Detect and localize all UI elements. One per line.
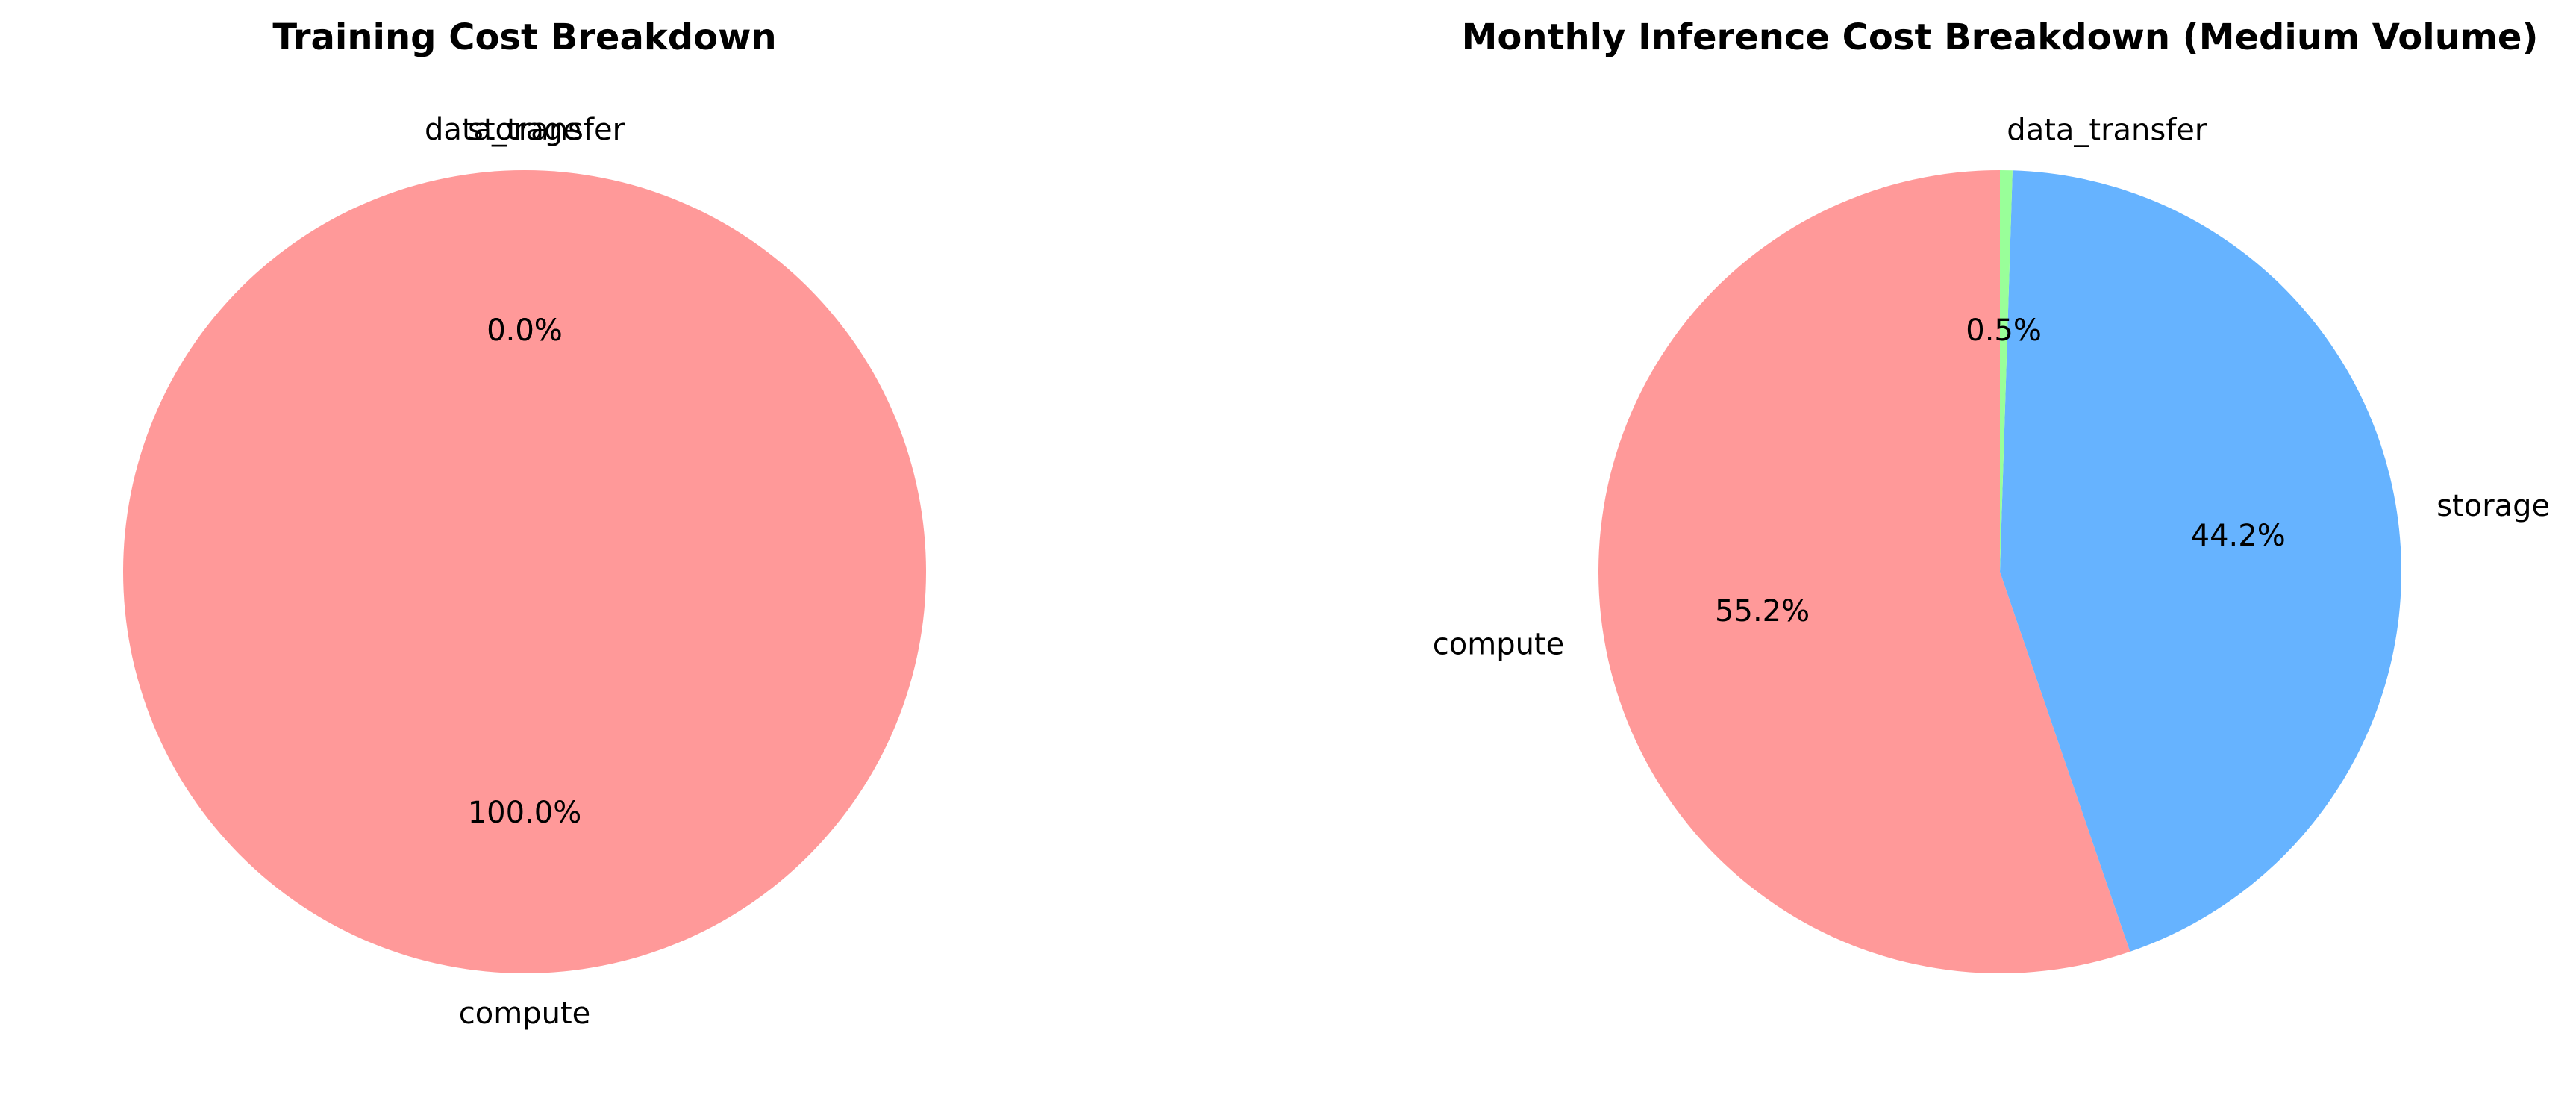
pie-slice-data-transfer: [2000, 170, 2013, 572]
percent-label-data-transfer: 0.0%: [487, 314, 563, 348]
percent-label-compute: 100.0%: [468, 796, 582, 830]
pie-slice-compute: [1598, 170, 2130, 974]
slice-label-data-transfer: data_transfer: [2007, 113, 2207, 147]
chart-title: Monthly Inference Cost Breakdown (Medium…: [1462, 16, 2539, 58]
training-cost-pie: Training Cost Breakdown compute 100.0% sto…: [123, 16, 926, 1031]
percent-label-compute: 55.2%: [1715, 594, 1810, 628]
slice-label-storage: storage: [468, 113, 581, 147]
slice-label-compute: compute: [1433, 627, 1564, 661]
pie-slice-compute: [123, 170, 926, 973]
inference-cost-pie: Monthly Inference Cost Breakdown (Medium…: [1433, 16, 2550, 974]
pie-slice-storage: [2000, 170, 2401, 952]
chart-title: Training Cost Breakdown: [272, 16, 776, 58]
slice-label-storage: storage: [2436, 489, 2550, 523]
percent-label-data-transfer: 0.5%: [1966, 314, 2042, 348]
slice-label-compute: compute: [459, 996, 590, 1031]
percent-label-storage: 44.2%: [2191, 519, 2286, 553]
slice-label-data-transfer: data_transfer: [425, 113, 625, 147]
percent-label-storage: 0.0%: [487, 314, 563, 348]
